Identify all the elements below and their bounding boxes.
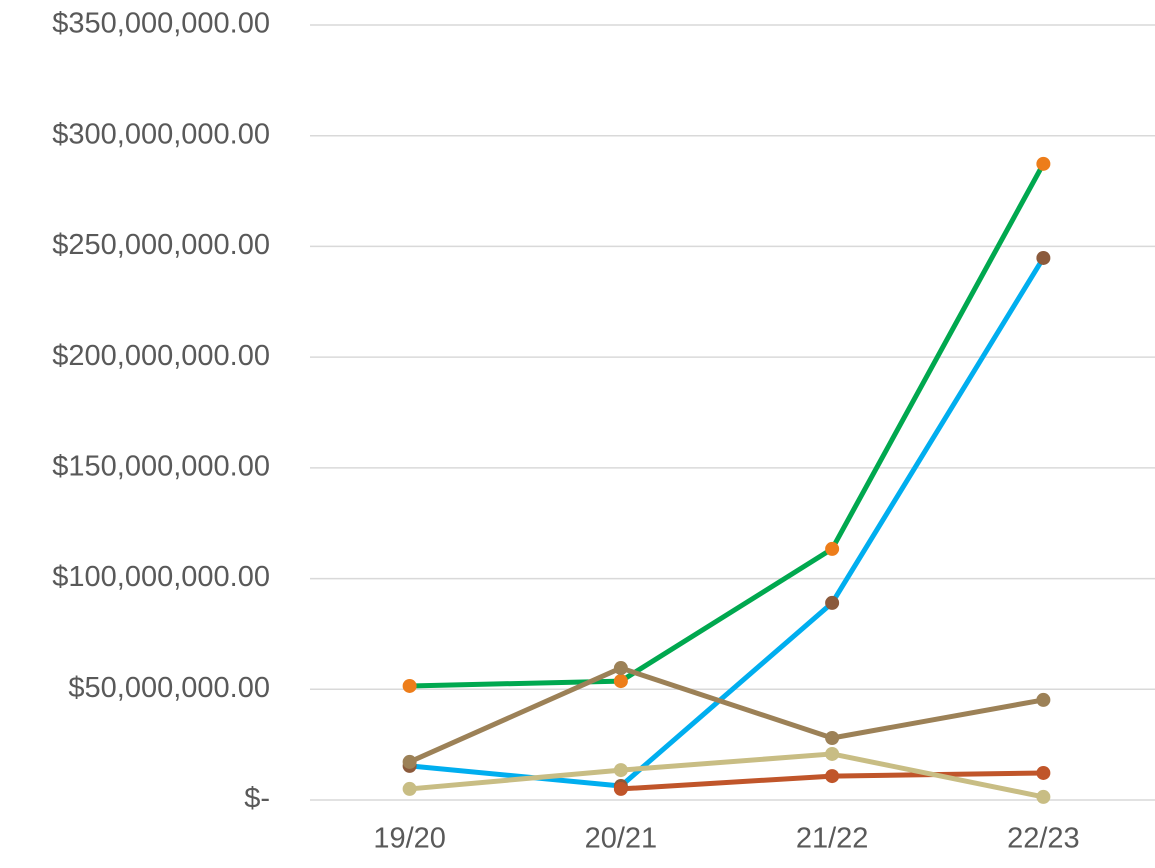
marker — [402, 754, 417, 769]
marker — [825, 541, 840, 556]
x-tick-label: 19/20 — [373, 823, 446, 855]
marker — [1036, 156, 1051, 171]
marker — [825, 595, 840, 610]
marker — [1036, 789, 1051, 804]
series-line — [409, 256, 1046, 789]
y-tick-label: $200,000,000.00 — [52, 340, 270, 372]
marker — [402, 781, 417, 796]
marker — [613, 674, 628, 689]
marker — [825, 769, 840, 784]
y-tick-label: $300,000,000.00 — [52, 118, 270, 150]
marker — [1036, 765, 1051, 780]
marker — [1036, 692, 1051, 707]
x-tick-label: 22/23 — [1007, 823, 1080, 855]
x-tick-label: 21/22 — [796, 823, 869, 855]
marker — [825, 746, 840, 761]
y-tick-label: $150,000,000.00 — [52, 451, 270, 483]
y-tick-label: $250,000,000.00 — [52, 229, 270, 261]
marker — [1036, 250, 1051, 265]
marker — [402, 678, 417, 693]
marker — [613, 661, 628, 676]
series-line — [409, 162, 1046, 689]
marker — [825, 731, 840, 745]
series-line — [409, 751, 1044, 800]
y-tick-label: $- — [244, 783, 270, 815]
y-tick-label: $50,000,000.00 — [68, 672, 270, 704]
y-tick-label: $350,000,000.00 — [52, 8, 270, 40]
series-line — [408, 665, 1044, 765]
marker — [613, 763, 628, 778]
y-tick-label: $100,000,000.00 — [52, 561, 270, 593]
x-tick-label: 20/21 — [585, 823, 658, 855]
marker — [613, 781, 628, 796]
